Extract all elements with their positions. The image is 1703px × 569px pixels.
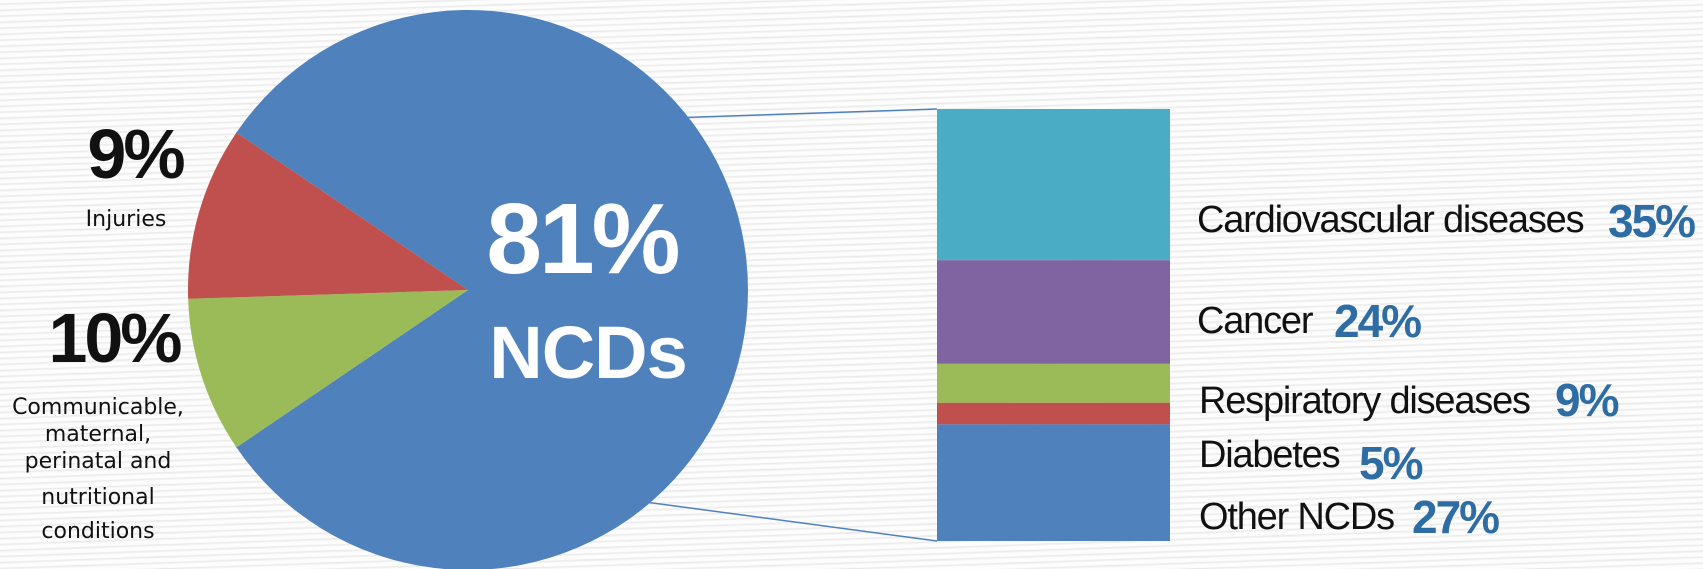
ncd-slice <box>236 10 748 569</box>
communicable-label-line: maternal, <box>45 422 151 447</box>
communicable-slice <box>188 132 468 299</box>
category-value-diabetes: 5% <box>1359 437 1423 489</box>
injuries-slice-label: Injuries <box>86 207 167 232</box>
stacked-bar <box>937 109 1170 541</box>
category-value-respiratory: 9% <box>1555 374 1619 426</box>
category-value-cardiovascular: 35% <box>1608 195 1695 247</box>
category-value-other: 27% <box>1412 491 1499 543</box>
communicable-slice-label: Communicable, maternal, perinatal and nu… <box>12 395 184 544</box>
category-label-diabetes: Diabetes <box>1199 434 1340 476</box>
bar-segment-cancer <box>937 260 1170 364</box>
category-label-cancer: Cancer <box>1197 300 1314 342</box>
bar-labels: Cardiovascular diseases 35% Cancer 24% R… <box>1197 195 1697 543</box>
pie-chart <box>188 10 748 569</box>
category-label-cardiovascular: Cardiovascular diseases <box>1197 199 1584 241</box>
bar-segment-diabetes <box>937 402 1170 425</box>
category-label-respiratory: Respiratory diseases <box>1199 380 1530 422</box>
communicable-label-line: conditions <box>41 519 154 544</box>
injuries-slice-value: 9% <box>87 115 184 193</box>
connector-lines <box>236 108 938 542</box>
category-label-other: Other NCDs <box>1199 496 1394 538</box>
communicable-label-line: Communicable, <box>12 395 184 420</box>
bar-segment-other <box>937 424 1170 541</box>
bar-segment-cardiovascular <box>937 109 1170 261</box>
ncd-slice-label: NCDs <box>489 311 686 394</box>
communicable-label-line: perinatal and <box>25 449 172 474</box>
connector-line-bottom <box>236 446 938 542</box>
ncd-slice-value: 81% <box>486 183 678 295</box>
communicable-slice-value: 10% <box>48 299 181 377</box>
injuries-slice <box>188 290 468 448</box>
communicable-label-line: nutritional <box>41 485 154 510</box>
bar-segment-respiratory <box>937 363 1170 403</box>
connector-line-top <box>236 108 938 134</box>
category-value-cancer: 24% <box>1334 295 1421 347</box>
